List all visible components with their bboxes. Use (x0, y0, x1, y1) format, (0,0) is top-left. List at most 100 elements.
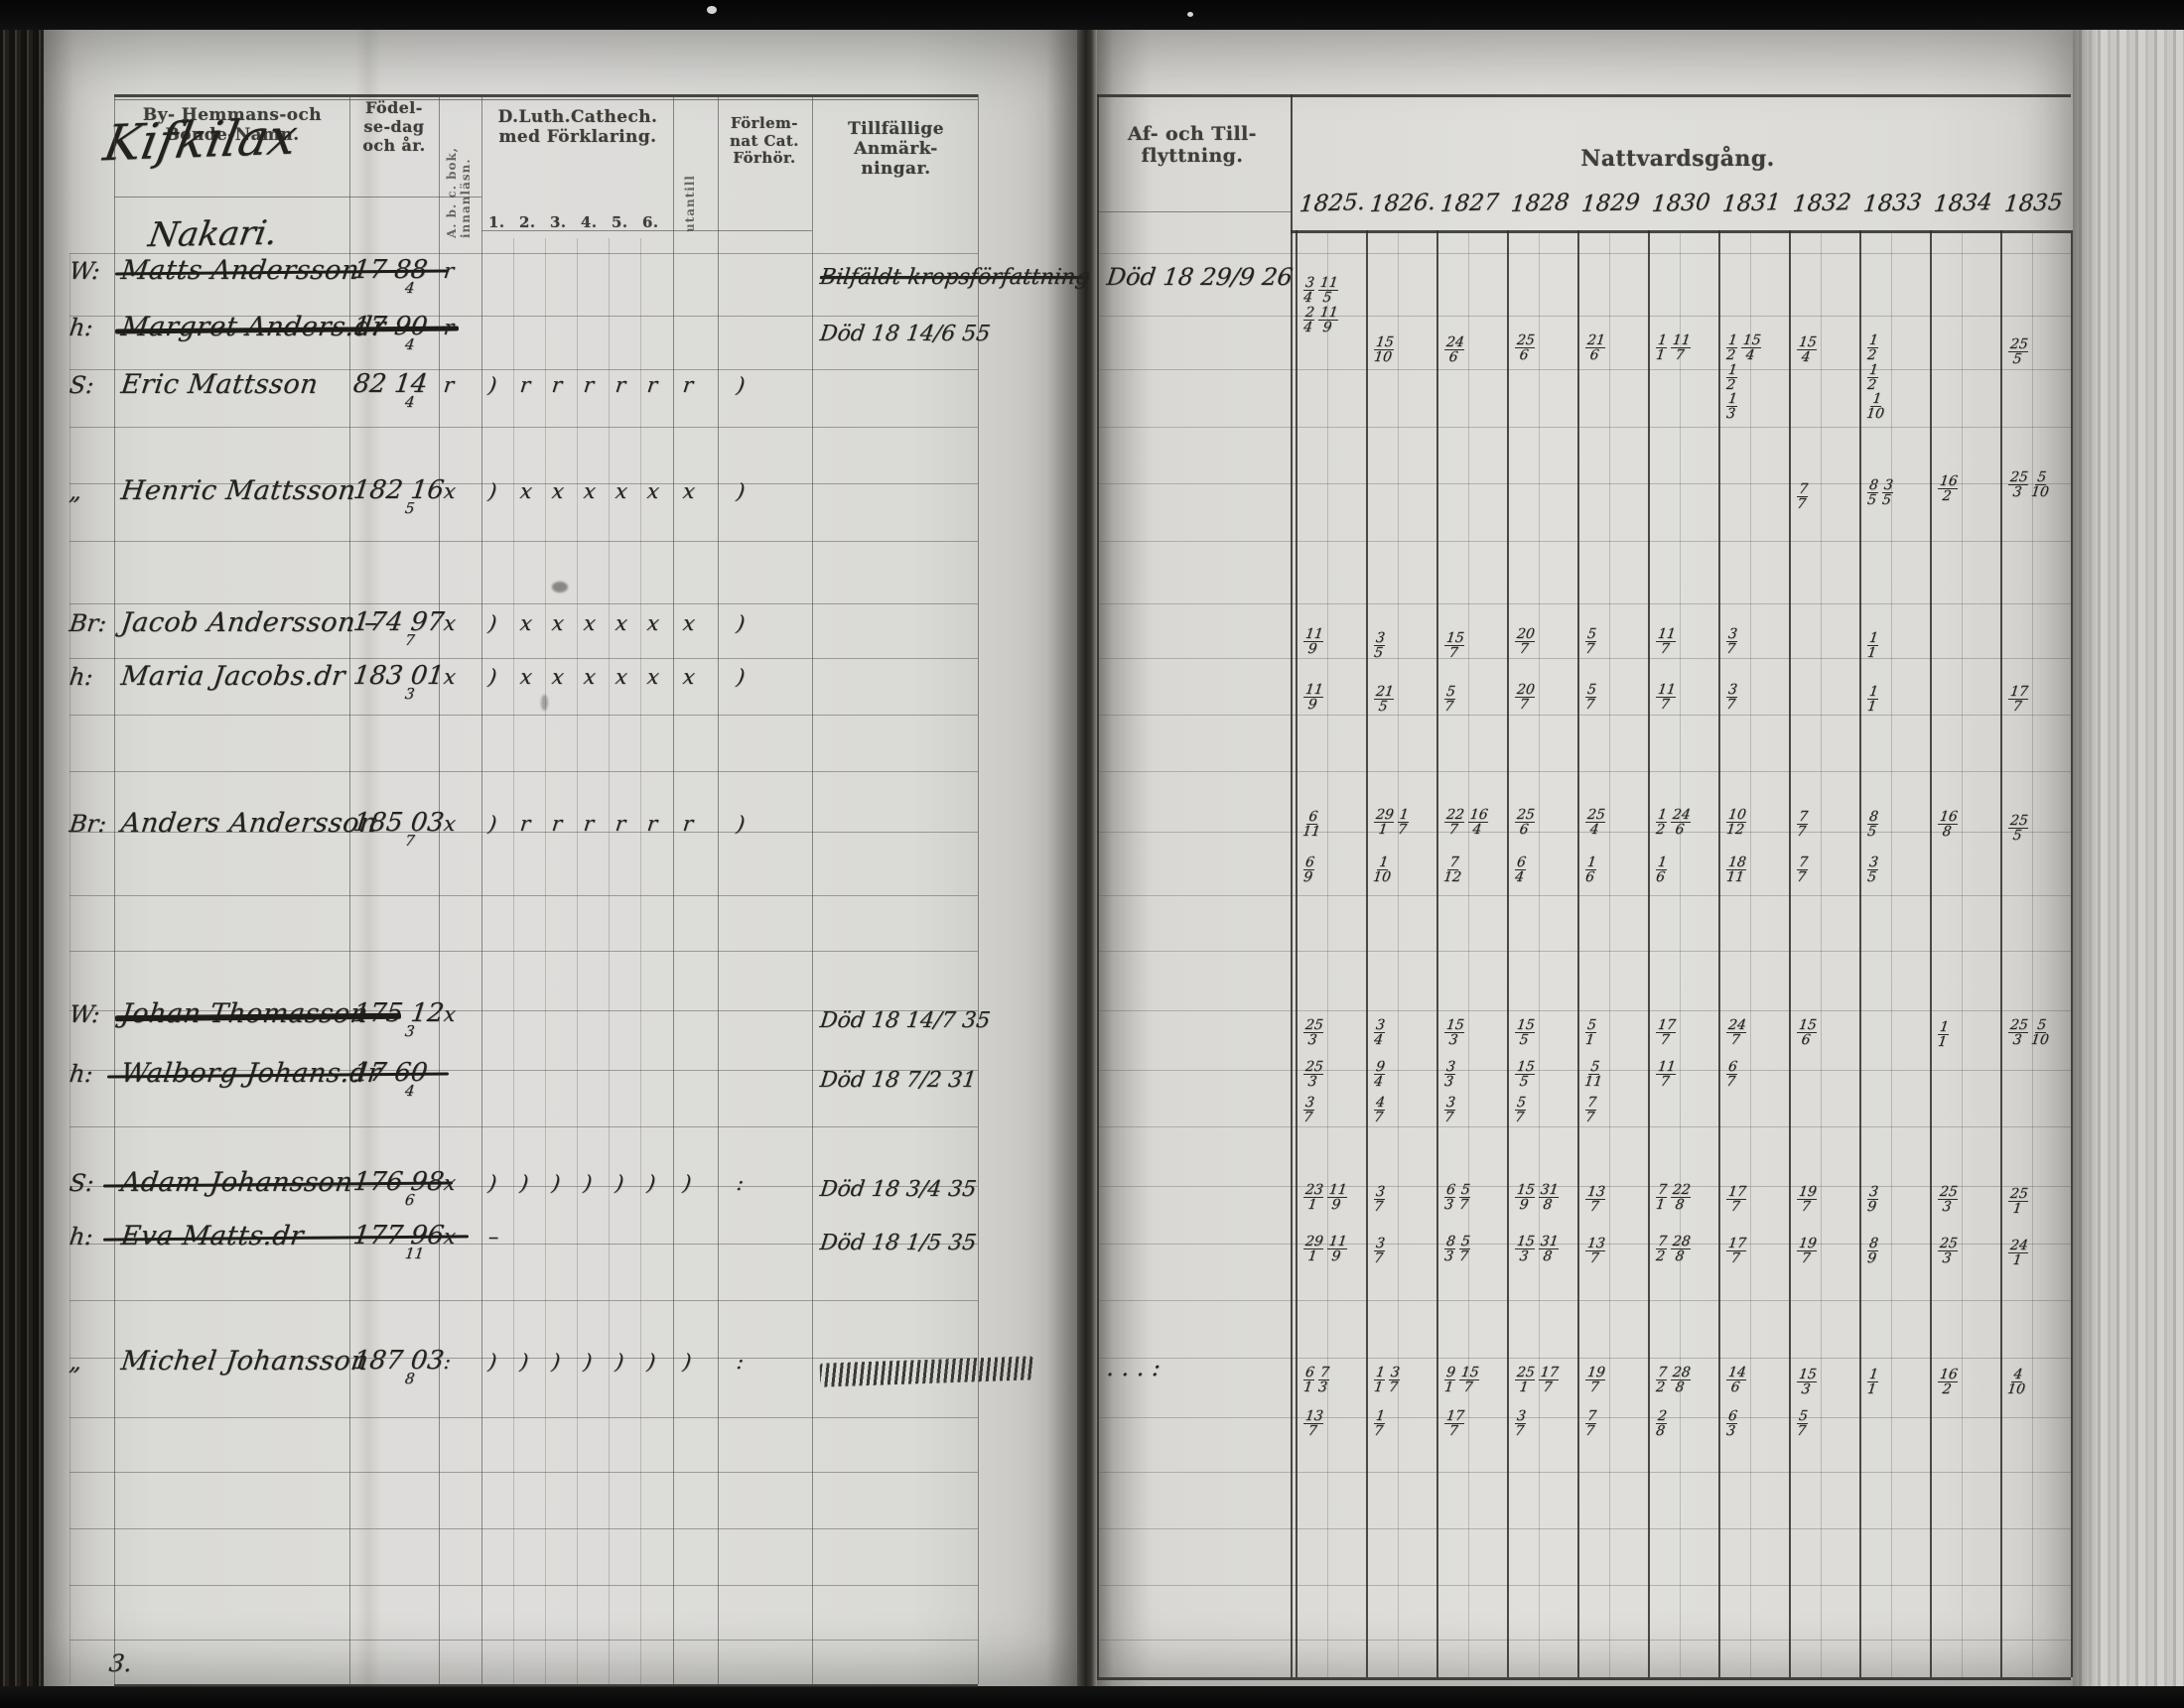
communion-entry: 19 7 (1795, 1236, 1819, 1266)
ruled-line (1097, 316, 2071, 317)
communion-date-fraction: 13 7 (1302, 1408, 1325, 1440)
ruled-line (69, 1358, 978, 1359)
communion-entry: 20 7 (1511, 682, 1538, 713)
communion-entry: 7 12 (1442, 854, 1464, 885)
column-line (1097, 94, 1099, 1677)
ruled-line (1097, 895, 2071, 896)
communion-date-fraction: 15 9 (1514, 1182, 1537, 1214)
communion-entry-line: 3 4 11 5 (1299, 275, 1341, 306)
reading-mark: ) (518, 1171, 530, 1195)
ruled-line (1097, 483, 2071, 484)
column-line (545, 238, 546, 1684)
communion-entry: 10 12 (1724, 807, 1748, 838)
communion-entry: 13 7 (1583, 1236, 1607, 1266)
ruled-line (1097, 541, 2071, 542)
year-label: 1829 (1579, 189, 1641, 218)
reading-mark: r (442, 373, 456, 397)
ruled-line (1097, 1244, 2071, 1245)
column-line (513, 238, 514, 1684)
row-birthdate: 187 03 (351, 1346, 446, 1376)
communion-entry: 25 6 (1513, 332, 1537, 363)
communion-entry-line: 11 7 (1652, 1059, 1679, 1090)
reading-mark: r (442, 316, 456, 339)
flyttning-note: Död 18 29/9 26 (1105, 263, 1295, 291)
communion-date-fraction: 15 5 (1514, 1059, 1537, 1091)
communion-entry-line: 16 2 (1934, 1367, 1961, 1397)
communion-entry-line: 15 10 (1370, 334, 1397, 365)
communion-date-fraction: 11 7 (1655, 626, 1678, 658)
communion-entry-line: 16 8 (1934, 809, 1961, 840)
reading-mark: ) (614, 1350, 625, 1374)
reading-mark: ) (735, 611, 747, 635)
communion-date-fraction: 24 7 (1725, 1017, 1748, 1049)
communion-entry-line: 1 10 (1370, 854, 1395, 885)
ruled-line (69, 603, 978, 604)
row-birthdate-denominator: 11 (403, 1245, 426, 1262)
communion-date-fraction: 5 10 (2029, 469, 2050, 501)
remark-note: Bilfäldt kropsförfattning (818, 265, 1091, 290)
farm-name: Nakari. (145, 212, 281, 256)
row-prefix: W: (68, 257, 102, 285)
ruled-line (1097, 1528, 2071, 1529)
communion-entry: 13 7 (1583, 1184, 1607, 1215)
column-line (1609, 230, 1610, 1677)
reading-mark: x (681, 479, 697, 503)
communion-entry-line: 20 7 (1511, 626, 1538, 657)
reading-mark: ) (486, 1171, 498, 1195)
book-gutter (1077, 28, 1097, 1687)
communion-date-fraction: 14 6 (1725, 1365, 1748, 1396)
communion-entry-line: 15 3 (1793, 1367, 1820, 1397)
communion-entry: 24 1 (2006, 1238, 2030, 1268)
communion-date-fraction: 17 7 (1655, 1017, 1678, 1049)
communion-date-fraction: 25 3 (1937, 1184, 1960, 1216)
communion-entry-line: 20 7 (1511, 682, 1538, 713)
ruled-line (1097, 715, 2071, 716)
row-prefix: h: (68, 1060, 95, 1088)
communion-entry: 11 7 (1654, 682, 1678, 714)
communion-date-fraction: 11 7 (1655, 682, 1678, 714)
reading-mark: ) (486, 611, 498, 635)
communion-entry: 25 5 (2006, 813, 2030, 844)
ruled-line (114, 94, 978, 97)
communion-entry: 19 7 (1795, 1184, 1819, 1215)
column-line (2032, 230, 2033, 1677)
reading-mark: x (582, 479, 598, 503)
communion-date-fraction: 21 5 (1373, 684, 1396, 716)
row-birthdate-denominator: 7 (403, 832, 416, 850)
ruled-line (1097, 771, 2071, 772)
communion-entry-line: 9 1 15 7 (1440, 1365, 1482, 1395)
col-header-name: By- Hemmans-och Bonde-Namn. (142, 105, 323, 146)
communion-entry-line: 22 7 16 4 (1440, 807, 1491, 838)
communion-entry-line: 19 7 (1581, 1365, 1608, 1395)
ruled-line (114, 99, 978, 100)
ruled-line (1097, 658, 2071, 659)
row-name: Jacob Andersson – (119, 607, 381, 638)
communion-entry: 19 7 (1581, 1365, 1608, 1395)
communion-date-fraction: 11 9 (1317, 304, 1340, 335)
reading-mark: x (645, 611, 661, 635)
